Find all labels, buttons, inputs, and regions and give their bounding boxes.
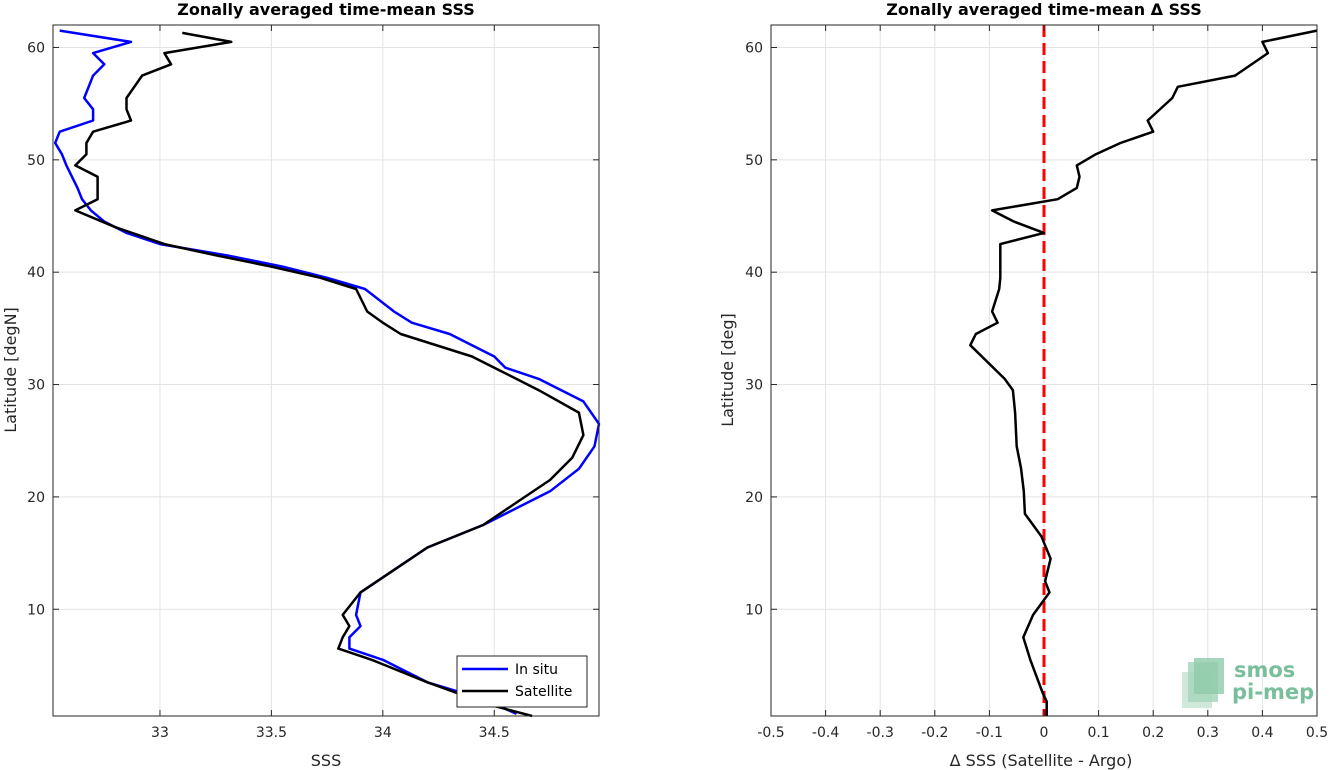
right-x-tick-label: -0.4 xyxy=(812,725,839,741)
left-plot-area xyxy=(53,25,599,716)
sss-profile-panel: 33 33.5 34 34.5 10 20 30 40 50 60 Zonally average… xyxy=(1,0,601,770)
right-y-tick-label: 60 xyxy=(745,40,763,56)
right-x-tick-label: 0.3 xyxy=(1197,725,1219,741)
left-x-tick-label: 34 xyxy=(374,725,392,741)
legend-label-in-situ: In situ xyxy=(515,662,558,678)
left-y-tick-label: 40 xyxy=(27,265,45,281)
left-series-line-in-situ xyxy=(53,29,601,715)
logo-graphic-front xyxy=(1194,658,1224,694)
left-x-tick-label: 33 xyxy=(151,725,169,741)
right-x-tick-label: 0.2 xyxy=(1142,725,1164,741)
legend-box xyxy=(456,655,588,708)
right-x-tick-label: 0.4 xyxy=(1251,725,1273,741)
left-y-tick-label: 30 xyxy=(27,378,45,394)
right-x-tick-label: -0.3 xyxy=(867,725,894,741)
legend: In situ Satellite xyxy=(456,655,588,708)
right-y-tick-label: 20 xyxy=(745,490,763,506)
right-series-line-0 xyxy=(969,29,1318,716)
left-x-tick-label: 34.5 xyxy=(479,725,510,741)
right-x-tick-label: -0.5 xyxy=(757,725,784,741)
left-y-tick-label: 10 xyxy=(27,602,45,618)
logo-text-smos: smos xyxy=(1234,658,1295,682)
left-y-axis-label: Latitude [degN] xyxy=(1,307,20,433)
right-y-tick-label: 40 xyxy=(745,265,763,281)
smos-pi-mep-logo: smos pi-mep xyxy=(1182,658,1314,708)
right-x-tick-label: 0 xyxy=(1040,725,1049,741)
left-y-tick-label: 60 xyxy=(27,40,45,56)
left-chart-title: Zonally averaged time-mean SSS xyxy=(177,0,475,19)
left-x-axis-label: SSS xyxy=(311,751,341,770)
right-x-tick-label: 0.5 xyxy=(1306,725,1328,741)
right-x-tick-label: -0.1 xyxy=(976,725,1003,741)
right-x-tick-label: 0.1 xyxy=(1087,725,1109,741)
right-x-axis-label: Δ SSS (Satellite - Argo) xyxy=(950,751,1133,770)
right-x-tick-label: -0.2 xyxy=(921,725,948,741)
left-series-line-satellite xyxy=(74,31,585,718)
right-y-tick-label: 50 xyxy=(745,153,763,169)
right-chart-title: Zonally averaged time-mean Δ SSS xyxy=(886,0,1202,19)
left-axes-box xyxy=(52,24,600,717)
legend-label-satellite: Satellite xyxy=(515,684,572,700)
right-y-axis-label: Latitude [deg] xyxy=(718,313,737,427)
right-y-tick-label: 10 xyxy=(745,602,763,618)
delta-sss-panel: -0.5 -0.4 -0.3 -0.2 -0.1 0 0.1 0.2 0.3 0.4 0.5 10 20… xyxy=(718,0,1328,770)
left-y-tick-label: 50 xyxy=(27,153,45,169)
left-x-tick-label: 33.5 xyxy=(256,725,287,741)
left-y-tick-label: 20 xyxy=(27,490,45,506)
right-y-tick-label: 30 xyxy=(745,378,763,394)
logo-text-pi-mep: pi-mep xyxy=(1232,680,1314,704)
